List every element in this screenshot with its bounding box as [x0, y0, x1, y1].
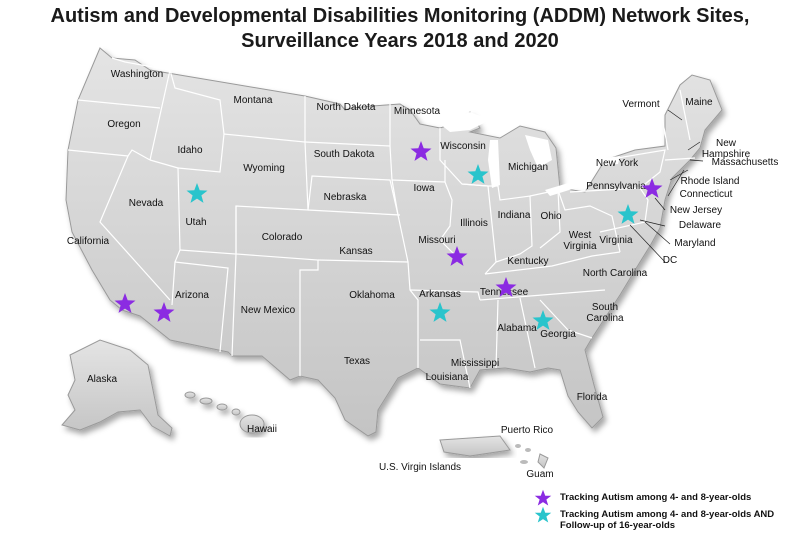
lake-erie — [545, 178, 585, 196]
state-label-new-york: New York — [596, 158, 639, 169]
state-label-montana: Montana — [234, 95, 273, 106]
purple-star-icon — [534, 489, 552, 506]
cyan-star-arkansas — [429, 302, 451, 322]
state-label-idaho: Idaho — [177, 145, 202, 156]
site-stars — [114, 141, 663, 330]
state-label-oregon: Oregon — [107, 119, 140, 130]
state-label-puerto-rico: Puerto Rico — [501, 425, 554, 436]
state-label-hawaii: Hawaii — [247, 424, 277, 435]
state-label-virginia: Virginia — [599, 235, 633, 246]
leader-lines — [629, 109, 704, 263]
guam — [537, 453, 549, 469]
state-label-texas: Texas — [344, 356, 370, 367]
state-label-georgia: Georgia — [540, 329, 576, 340]
alaska — [61, 339, 173, 437]
state-labels: Washington Oregon California Nevada Idaho Mon… — [67, 69, 778, 480]
state-label-wyoming: Wyoming — [243, 163, 285, 174]
lake-ontario — [590, 156, 620, 166]
state-label-new-mexico: New Mexico — [241, 305, 296, 316]
state-label-minnesota: Minnesota — [394, 106, 441, 117]
vi-island-2 — [525, 448, 531, 452]
state-label-michigan: Michigan — [508, 162, 548, 173]
legend-item-purple: Tracking Autism among 4- and 8-year-olds — [532, 489, 798, 506]
state-label-massachusetts: Massachusetts — [712, 157, 779, 168]
legend: Tracking Autism among 4- and 8-year-olds… — [532, 489, 798, 537]
state-label-new-jersey: New Jersey — [670, 205, 722, 216]
legend-cyan-label-1: Tracking Autism among 4- and 8-year-olds… — [560, 509, 775, 520]
state-label-alabama: Alabama — [497, 323, 537, 334]
state-label-nevada: Nevada — [129, 198, 164, 209]
state-label-vermont: Vermont — [622, 99, 659, 110]
state-label-rhode-island: Rhode Island — [681, 176, 740, 187]
state-label-arizona: Arizona — [175, 290, 209, 301]
state-label-ohio: Ohio — [540, 211, 562, 222]
lake-superior — [440, 112, 490, 132]
state-label-iowa: Iowa — [413, 183, 435, 194]
puerto-rico — [439, 435, 511, 457]
state-label-north-carolina: North Carolina — [583, 268, 648, 279]
state-label-louisiana: Louisiana — [426, 372, 469, 383]
state-label-north-dakota: North Dakota — [317, 102, 376, 113]
legend-cyan-label-2: Follow-up of 16-year-olds — [560, 520, 676, 531]
purple-star-tennessee — [495, 277, 517, 297]
state-label-indiana: Indiana — [498, 210, 531, 221]
title-line-1: Autism and Developmental Disabilities Mo… — [50, 5, 750, 27]
purple-star-missouri — [446, 246, 468, 266]
state-label-illinois: Illinois — [460, 218, 488, 229]
state-label-missouri: Missouri — [418, 235, 455, 246]
state-label-maine: Maine — [685, 97, 713, 108]
state-label-kentucky: Kentucky — [507, 256, 548, 267]
state-label-delaware: Delaware — [679, 220, 722, 231]
state-label-south-carolina: South Carolina — [586, 302, 624, 324]
state-label-mississippi: Mississippi — [451, 358, 499, 369]
cyan-star-wisconsin — [467, 164, 489, 184]
title-line-2: Surveillance Years 2018 and 2020 — [241, 30, 559, 52]
state-label-pennsylvania: Pennsylvania — [586, 181, 646, 192]
cyan-star-maryland — [617, 204, 639, 224]
cyan-star-georgia — [532, 310, 554, 330]
state-label-west-virginia: West Virginia — [563, 230, 597, 252]
purple-star-new-jersey — [641, 178, 663, 198]
state-label-alaska: Alaska — [87, 374, 117, 385]
state-label-guam: Guam — [526, 469, 553, 480]
vi-island-1 — [515, 444, 521, 448]
state-label-u-s-virgin-islands: U.S. Virgin Islands — [379, 462, 461, 473]
state-label-wisconsin: Wisconsin — [440, 141, 486, 152]
state-label-arkansas: Arkansas — [419, 289, 461, 300]
cyan-star-icon — [534, 506, 552, 523]
state-label-florida: Florida — [577, 392, 608, 403]
legend-purple-label: Tracking Autism among 4- and 8-year-olds — [560, 492, 752, 503]
state-borders — [67, 57, 696, 389]
state-label-california: California — [67, 236, 110, 247]
state-label-new-hampshire: New Hampshire — [702, 138, 751, 160]
state-label-oklahoma: Oklahoma — [349, 290, 395, 301]
lake-michigan — [488, 140, 500, 188]
state-label-connecticut: Connecticut — [680, 189, 733, 200]
purple-star-california — [114, 293, 136, 313]
purple-star-minnesota — [410, 141, 432, 161]
state-label-south-dakota: South Dakota — [314, 149, 375, 160]
state-label-colorado: Colorado — [262, 232, 303, 243]
purple-star-arizona — [153, 302, 175, 322]
state-label-kansas: Kansas — [339, 246, 372, 257]
state-label-dc: DC — [663, 255, 677, 266]
vi-island-3 — [520, 460, 528, 464]
state-label-maryland: Maryland — [674, 238, 715, 249]
lake-huron — [525, 135, 552, 168]
hawaii — [184, 391, 265, 434]
state-label-nebraska: Nebraska — [324, 192, 367, 203]
map-title: Autism and Developmental Disabilities Mo… — [0, 4, 800, 54]
legend-item-cyan: Tracking Autism among 4- and 8-year-olds… — [532, 506, 798, 531]
cyan-star-utah — [186, 183, 208, 203]
state-label-washington: Washington — [111, 69, 163, 80]
state-label-utah: Utah — [185, 217, 206, 228]
